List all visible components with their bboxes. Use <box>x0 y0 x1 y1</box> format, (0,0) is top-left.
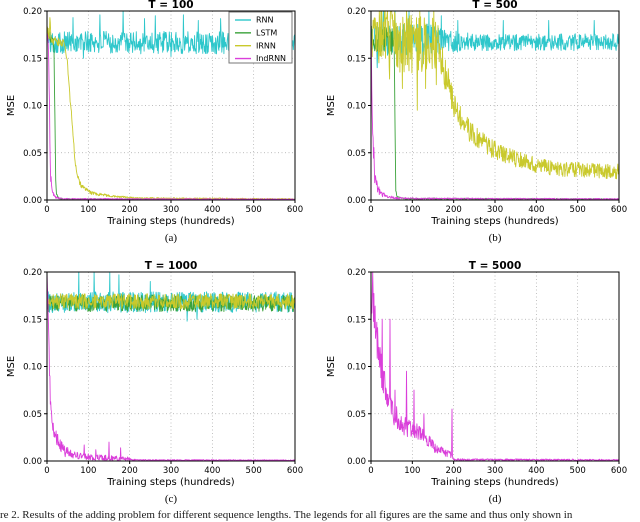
x-tick-label: 100 <box>404 205 420 215</box>
y-tick-label: 0.10 <box>347 102 366 112</box>
subplot-d: 0 100 200 300 400 500 600 0.00 0.05 0.10 0.15 0.20 T… <box>320 261 640 511</box>
x-tick-label: 400 <box>204 466 220 476</box>
sublabel-c: (c) <box>165 493 178 505</box>
y-tick-label: 0.20 <box>23 268 42 278</box>
chart-title: T = 1000 <box>145 261 198 272</box>
y-tick-label: 0.00 <box>23 457 42 467</box>
subplot-b: 0 100 200 300 400 500 600 0.00 0.05 0.10 0.15 0.20 T… <box>320 0 640 250</box>
x-tick-label: 600 <box>611 466 627 476</box>
y-tick-label: 0.15 <box>23 54 42 64</box>
series-IRNN-line <box>371 11 619 180</box>
y-tick-label: 0.15 <box>347 54 366 64</box>
series-IndRNN-line <box>371 20 619 200</box>
y-tick-label: 0.15 <box>347 315 366 325</box>
x-tick-label: 200 <box>122 466 138 476</box>
y-tick-label: 0.00 <box>23 196 42 206</box>
x-tick-label: 100 <box>80 466 96 476</box>
y-tick-label: 0.10 <box>23 363 42 373</box>
y-tick-label: 0.20 <box>23 7 42 17</box>
sublabel-b: (b) <box>489 232 502 244</box>
y-axis-label: MSE <box>6 356 17 377</box>
y-axis-label: MSE <box>326 356 337 377</box>
series-IndRNN-line <box>371 272 619 461</box>
x-tick-label: 500 <box>570 466 586 476</box>
subplot-d-svg: 0 100 200 300 400 500 600 0.00 0.05 0.10 0.15 0.20 T… <box>326 261 627 505</box>
series-IRNN-line <box>47 293 295 310</box>
y-tick-label: 0.20 <box>347 7 366 17</box>
x-tick-label: 200 <box>446 205 462 215</box>
x-axis-label: Training steps (hundreds) <box>106 216 235 227</box>
legend-label-RNN: RNN <box>256 16 274 25</box>
x-axis-label: Training steps (hundreds) <box>430 216 559 227</box>
x-tick-label: 200 <box>446 466 462 476</box>
chart-title: T = 500 <box>472 0 517 11</box>
y-tick-label: 0.00 <box>347 457 366 467</box>
x-tick-label: 300 <box>163 466 179 476</box>
y-tick-label: 0.20 <box>347 268 366 278</box>
y-tick-label: 0.10 <box>23 102 42 112</box>
x-tick-label: 600 <box>611 205 627 215</box>
x-tick-label: 500 <box>570 205 586 215</box>
series-LSTM-line <box>47 294 295 313</box>
x-tick-label: 0 <box>44 205 49 215</box>
x-tick-label: 300 <box>487 466 503 476</box>
x-tick-label: 600 <box>287 466 303 476</box>
legend: RNN LSTM IRNN IndRNN <box>228 11 293 64</box>
y-axis-label: MSE <box>326 95 337 116</box>
x-tick-label: 300 <box>487 205 503 215</box>
x-tick-label: 400 <box>204 205 220 215</box>
x-tick-label: 300 <box>163 205 179 215</box>
legend-label-IndRNN: IndRNN <box>256 54 286 63</box>
series-IRNN-line <box>47 17 295 200</box>
x-tick-label: 500 <box>246 466 262 476</box>
subplot-b-svg: 0 100 200 300 400 500 600 0.00 0.05 0.10 0.15 0.20 T… <box>326 0 627 244</box>
x-tick-label: 600 <box>287 205 303 215</box>
x-tick-label: 0 <box>368 466 373 476</box>
subplot-c-svg: 0 100 200 300 400 500 600 0.00 0.05 0.10 0.15 0.20 T… <box>6 261 303 505</box>
y-axis-label: MSE <box>6 95 17 116</box>
y-tick-label: 0.05 <box>347 410 366 420</box>
legend-label-IRNN: IRNN <box>256 41 276 50</box>
x-tick-label: 100 <box>80 205 96 215</box>
series-IndRNN-line <box>47 272 295 461</box>
y-tick-label: 0.05 <box>347 149 366 159</box>
x-tick-label: 500 <box>246 205 262 215</box>
subplot-c: 0 100 200 300 400 500 600 0.00 0.05 0.10 0.15 0.20 T… <box>0 261 320 511</box>
x-tick-label: 400 <box>528 205 544 215</box>
sublabel-d: (d) <box>489 493 502 505</box>
legend-label-LSTM: LSTM <box>256 29 277 38</box>
x-tick-label: 100 <box>404 466 420 476</box>
x-axis-label: Training steps (hundreds) <box>430 477 559 488</box>
series-RNN-line <box>371 11 619 69</box>
chart-title: T = 5000 <box>469 261 522 272</box>
y-tick-label: 0.05 <box>23 149 42 159</box>
sublabel-a: (a) <box>165 232 178 244</box>
y-tick-label: 0.10 <box>347 363 366 373</box>
figure-caption: re 2. Results of the adding problem for … <box>0 509 573 521</box>
subplot-a: 0 100 200 300 400 500 600 0.00 0.05 0.10 0.15 0.20 T… <box>0 0 320 250</box>
x-tick-label: 400 <box>528 466 544 476</box>
subplot-a-svg: 0 100 200 300 400 500 600 0.00 0.05 0.10 0.15 0.20 T… <box>6 0 303 244</box>
x-tick-label: 0 <box>44 466 49 476</box>
y-tick-label: 0.05 <box>23 410 42 420</box>
y-tick-label: 0.00 <box>347 196 366 206</box>
x-tick-label: 200 <box>122 205 138 215</box>
y-tick-label: 0.15 <box>23 315 42 325</box>
x-tick-label: 0 <box>368 205 373 215</box>
x-axis-label: Training steps (hundreds) <box>106 477 235 488</box>
chart-title: T = 100 <box>148 0 193 11</box>
